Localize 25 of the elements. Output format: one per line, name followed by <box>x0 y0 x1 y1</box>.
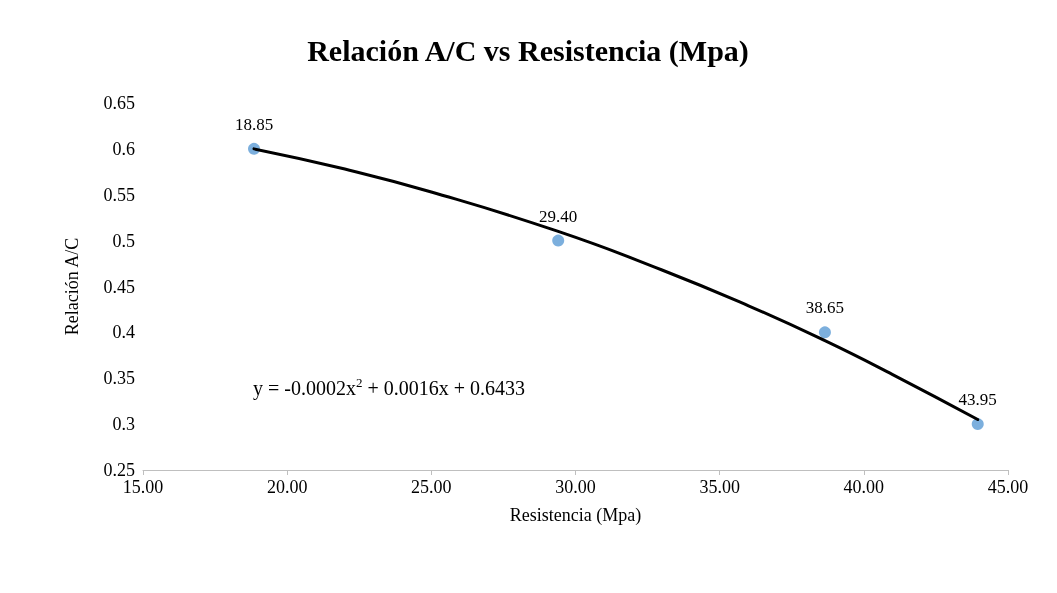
y-tick-label: 0.35 <box>103 368 135 389</box>
x-tick-label: 40.00 <box>843 477 885 497</box>
annotation: 38.65 <box>805 298 845 318</box>
annotation: 43.95 <box>958 390 997 410</box>
point <box>552 234 565 247</box>
annotation: 29.40 <box>539 206 578 226</box>
y-tick-label: 0.55 <box>103 184 135 205</box>
annotation: 18.85 <box>234 114 274 134</box>
y-tick-label: 0.65 <box>103 93 135 113</box>
x-tick-label: 35.00 <box>699 477 740 497</box>
x-tick-label: 15.00 <box>122 477 164 497</box>
y-tick-label: 0.3 <box>112 414 135 435</box>
y-tick-label: 0.4 <box>112 322 135 343</box>
y-tick-label: 0.6 <box>112 138 135 159</box>
point <box>818 326 831 339</box>
x-tick-label: 25.00 <box>411 477 452 497</box>
x-tick-label: 20.00 <box>266 477 308 497</box>
y-tick-label: 0.5 <box>112 230 135 251</box>
x-tick-label: 45.00 <box>987 477 1029 497</box>
chart-title: Relación A/C vs Resistencia (Mpa) <box>307 33 749 68</box>
x-axis-title: Resistencia (Mpa) <box>509 505 642 526</box>
y-axis-title: Relación A/C <box>62 237 82 336</box>
y-tick-label: 0.25 <box>103 460 135 480</box>
x-tick-label: 30.00 <box>555 477 596 497</box>
y-tick-label: 0.45 <box>103 276 135 297</box>
